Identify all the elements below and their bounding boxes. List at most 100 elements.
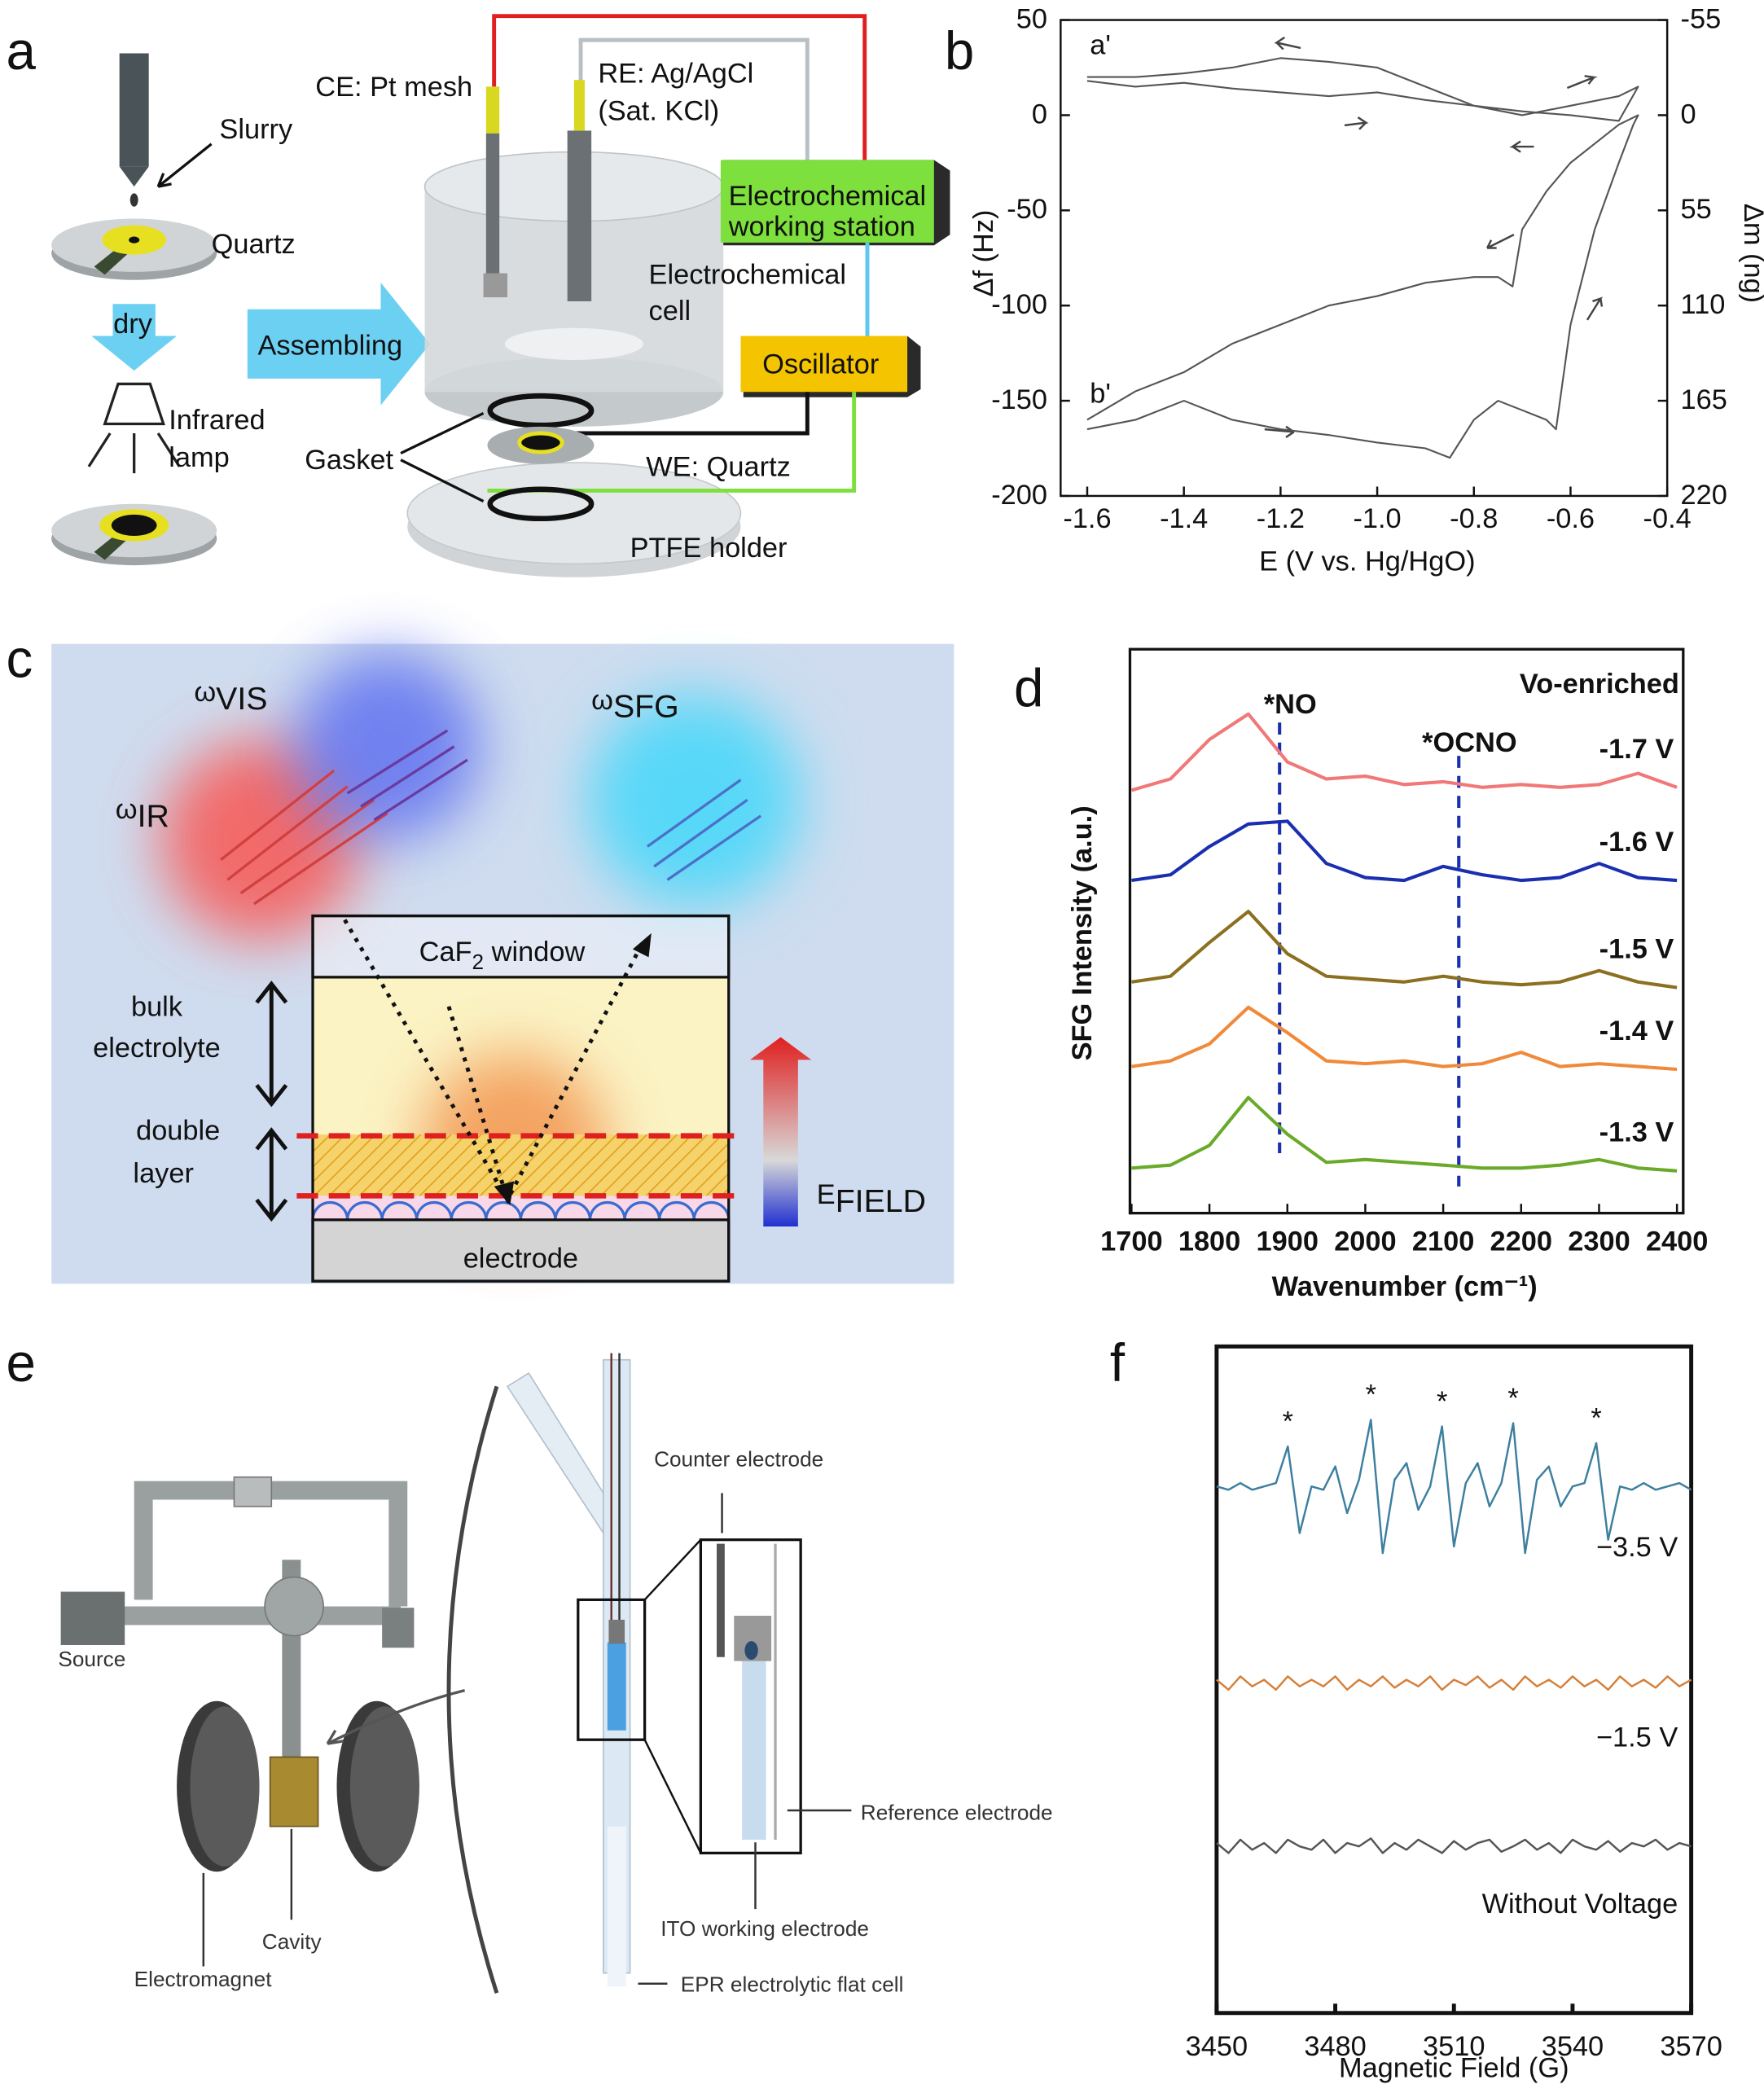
label: CaF2 window: [419, 937, 586, 974]
x-tick-label: 1800: [1178, 1226, 1240, 1257]
x-tick-label: 3450: [1186, 2031, 1248, 2062]
x-tick-label: -1.2: [1257, 503, 1305, 534]
y-axis-label: SFG Intensity (a.u.): [1067, 805, 1098, 1060]
y-tick-label: -150: [991, 384, 1047, 415]
zoom-lines: [643, 1538, 702, 1854]
re-tip: [573, 80, 585, 131]
label: 2: [472, 950, 485, 974]
plot-frame: [1060, 19, 1669, 498]
panel-label: c: [7, 630, 33, 689]
panel-label: e: [7, 1333, 36, 1393]
double-layer: [313, 1134, 729, 1196]
series-line: [1131, 1095, 1678, 1173]
label: electrolyte: [93, 1033, 221, 1064]
peak-marker: *: [1283, 1406, 1293, 1437]
label: EFIELD: [817, 1179, 926, 1219]
reference-label: *OCNO: [1422, 727, 1516, 758]
bracket: [446, 1385, 499, 1994]
x-tick-label: 2400: [1646, 1226, 1708, 1257]
y-tick-label: -100: [991, 289, 1047, 320]
label: Electrochemical: [649, 260, 847, 291]
drop: [129, 193, 138, 207]
x-tick-label: 1900: [1257, 1226, 1319, 1257]
inset: [577, 1598, 647, 1741]
x-tick-label: 3570: [1660, 2031, 1722, 2062]
reference-label: *NO: [1264, 689, 1317, 720]
series-line: [1130, 712, 1678, 792]
peak-marker: *: [1437, 1386, 1447, 1417]
label: ωVIS: [194, 677, 267, 717]
rays: [87, 432, 181, 474]
x-tick-label: 2000: [1334, 1226, 1396, 1257]
label: Reference electrode: [861, 1800, 1053, 1824]
series-label: -1.7 V: [1599, 734, 1674, 765]
station: [720, 160, 934, 243]
source: [60, 1591, 125, 1645]
working-electrode: [607, 1642, 626, 1731]
series-label: -1.3 V: [1599, 1117, 1674, 1148]
y-tick-label: 50: [1016, 3, 1047, 34]
y-tick-label: -50: [1007, 194, 1047, 225]
label: (Sat. KCl): [598, 95, 719, 126]
label: Cavity: [262, 1929, 323, 1954]
label: ωIR: [116, 794, 169, 834]
series-label: -1.4 V: [1599, 1016, 1674, 1046]
electromagnet: [349, 1706, 419, 1867]
label: lamp: [169, 442, 229, 473]
block: [382, 1608, 415, 1648]
counter-electrode: [717, 1543, 725, 1657]
ce-rod: [485, 133, 500, 287]
ito-electrode: [742, 1650, 766, 1840]
label: Electrochemical: [729, 181, 927, 212]
holder: [608, 1619, 625, 1644]
y2-tick-label: 0: [1681, 99, 1696, 129]
x-tick-label: -0.8: [1450, 503, 1498, 534]
hub: [264, 1576, 324, 1637]
electrode: [311, 1218, 731, 1283]
x-tick-label: 2200: [1490, 1226, 1552, 1257]
pt-mesh: [483, 273, 508, 298]
x-tick-label: -1.0: [1353, 503, 1401, 534]
label: layer: [133, 1158, 193, 1189]
label: Infrared: [169, 405, 265, 436]
series-label: -1.6 V: [1599, 827, 1674, 858]
label: WE: Quartz: [646, 451, 791, 482]
x-axis-label: Magnetic Field (G): [1339, 2052, 1569, 2083]
series-line: [1086, 114, 1639, 459]
y2-tick-label: 165: [1681, 384, 1727, 415]
series-label: a': [1090, 30, 1111, 61]
label: Slurry: [219, 114, 293, 145]
panel-c: ωVIS ωSFG ωIR CaF2 window bulk electroly…: [51, 643, 954, 1284]
label: cell: [649, 296, 691, 327]
label: bulk: [131, 991, 183, 1022]
panel-label: d: [1014, 659, 1043, 718]
y2-tick-label: -55: [1681, 3, 1722, 34]
series-label: −3.5 V: [1596, 1532, 1678, 1563]
cell-hole: [504, 327, 643, 360]
label: Counter electrode: [654, 1447, 823, 1472]
coupler: [233, 1476, 273, 1507]
y-tick-label: -200: [991, 480, 1047, 511]
label: Assembling: [258, 330, 403, 361]
label: EPR electrolytic flat cell: [681, 1972, 904, 1997]
arrow: [247, 283, 431, 406]
leader: [202, 1828, 293, 1967]
x-tick-label: -0.6: [1547, 503, 1595, 534]
label: CE: Pt mesh: [315, 72, 472, 103]
film: [111, 514, 157, 537]
quartz-film: [517, 431, 564, 454]
y2-axis-label: Δm (ng): [1738, 204, 1764, 303]
leader: [400, 411, 485, 502]
label: Source: [58, 1647, 125, 1671]
y2-tick-label: 110: [1681, 289, 1726, 320]
series-label: b': [1090, 378, 1111, 409]
gasket: [487, 486, 595, 522]
series-line: [1216, 1837, 1692, 1854]
label: SFG: [613, 689, 679, 725]
sfg-beam: [587, 693, 801, 907]
cell: [311, 914, 731, 1283]
label: ω: [591, 685, 613, 716]
label: ω: [116, 794, 138, 825]
